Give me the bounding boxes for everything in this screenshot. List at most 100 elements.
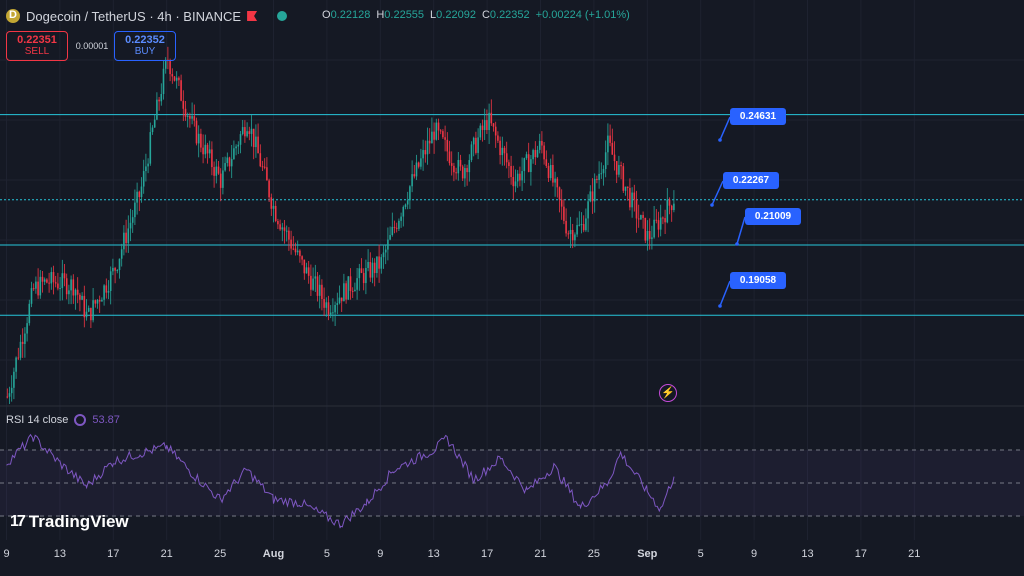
- candle-up: [208, 149, 211, 154]
- candle-up: [347, 276, 350, 300]
- candle-up: [598, 173, 600, 180]
- candle-down: [657, 220, 660, 230]
- candle-down: [180, 80, 182, 101]
- candle-down: [228, 157, 231, 167]
- level-label-0[interactable]: 0.24631: [730, 108, 786, 125]
- candle-up: [365, 267, 367, 284]
- candle-down: [362, 272, 365, 284]
- candle-down: [37, 281, 39, 296]
- candle-up: [296, 250, 299, 253]
- candle-up: [554, 178, 556, 183]
- candle-up: [624, 186, 627, 191]
- flag-icon[interactable]: [247, 11, 258, 21]
- candle-down: [558, 187, 561, 200]
- symbol-title[interactable]: Dogecoin / TetherUS · 4h · BINANCE: [26, 8, 242, 24]
- rsi-settings-icon[interactable]: [74, 414, 87, 426]
- x-axis-tick-label: 9: [751, 548, 758, 560]
- chart-header: Dogecoin / TetherUS · 4h · BINANCE: [6, 6, 288, 26]
- ohlc-close-key: C: [481, 9, 490, 21]
- x-axis-tick-label: 13: [427, 548, 440, 560]
- level-label-3[interactable]: 0.19058: [730, 272, 786, 289]
- candle-down: [266, 167, 268, 181]
- candle-down: [582, 224, 585, 231]
- candle-up: [525, 154, 528, 159]
- candle-down: [534, 150, 537, 158]
- candle-up: [472, 137, 475, 145]
- candle-up: [19, 341, 22, 358]
- spread-value: 0.00001: [75, 41, 109, 51]
- candle-up: [272, 205, 275, 209]
- candle-down: [290, 239, 292, 249]
- tradingview-logo-icon: 17: [10, 513, 26, 530]
- candle-down: [79, 294, 81, 300]
- candle-down: [171, 74, 174, 77]
- lightning-icon[interactable]: ⚡: [659, 384, 677, 402]
- candle-up: [103, 285, 105, 300]
- candle-up: [380, 257, 383, 269]
- candle-up: [354, 289, 356, 292]
- candle-up: [426, 140, 429, 155]
- candle-up: [109, 271, 112, 291]
- candle-up: [10, 387, 13, 394]
- candle-down: [307, 267, 310, 276]
- candle-down: [563, 206, 565, 221]
- candle-down: [378, 256, 380, 269]
- candle-down: [620, 165, 622, 167]
- candle-down: [349, 276, 352, 291]
- candle-up: [15, 357, 17, 372]
- candle-down: [340, 297, 343, 302]
- candle-down: [560, 199, 563, 207]
- candle-down: [244, 127, 246, 137]
- candle-up: [50, 272, 53, 284]
- candle-up: [239, 134, 242, 145]
- candle-down: [490, 112, 493, 124]
- candle-up: [281, 227, 284, 230]
- candle-up: [420, 158, 422, 167]
- candle-down: [455, 172, 457, 174]
- candle-up: [382, 252, 385, 258]
- candle-up: [367, 261, 369, 268]
- candle-up: [604, 152, 607, 170]
- candle-up: [28, 303, 31, 324]
- candle-down: [169, 60, 171, 75]
- candle-up: [409, 186, 411, 201]
- candle-up: [343, 283, 345, 302]
- candle-up: [140, 186, 143, 198]
- candle-up: [578, 224, 581, 226]
- candle-up: [673, 203, 675, 211]
- candle-up: [186, 115, 189, 117]
- candle-down: [453, 165, 455, 173]
- candle-down: [52, 272, 55, 283]
- candle-up: [358, 268, 361, 279]
- candle-up: [156, 99, 158, 120]
- candle-down: [57, 283, 59, 289]
- candle-down: [622, 166, 625, 191]
- dogecoin-icon: [6, 9, 20, 23]
- candle-down: [76, 289, 79, 295]
- rsi-title[interactable]: RSI 14 close: [6, 414, 69, 426]
- candle-down: [439, 130, 442, 132]
- candle-up: [618, 165, 620, 175]
- candle-down: [611, 142, 614, 155]
- candle-down: [459, 159, 462, 167]
- sell-button[interactable]: 0.22351 SELL: [6, 31, 68, 61]
- buy-button[interactable]: 0.22352 BUY: [114, 31, 176, 61]
- candle-up: [569, 229, 572, 235]
- candle-down: [310, 275, 312, 290]
- candle-up: [118, 258, 121, 271]
- candle-down: [510, 166, 512, 177]
- x-axis-tick-label: Sep: [637, 548, 658, 560]
- candle-down: [664, 218, 666, 223]
- candle-down: [270, 197, 273, 209]
- level-connector: [719, 280, 731, 307]
- level-label-2[interactable]: 0.21009: [745, 208, 801, 225]
- candle-down: [158, 99, 160, 102]
- candle-down: [48, 282, 50, 284]
- candle-up: [197, 133, 200, 144]
- candle-up: [162, 68, 165, 94]
- level-label-1[interactable]: 0.22267: [723, 172, 779, 189]
- candle-up: [149, 132, 152, 164]
- candle-down: [373, 262, 376, 274]
- level-connector: [736, 216, 746, 245]
